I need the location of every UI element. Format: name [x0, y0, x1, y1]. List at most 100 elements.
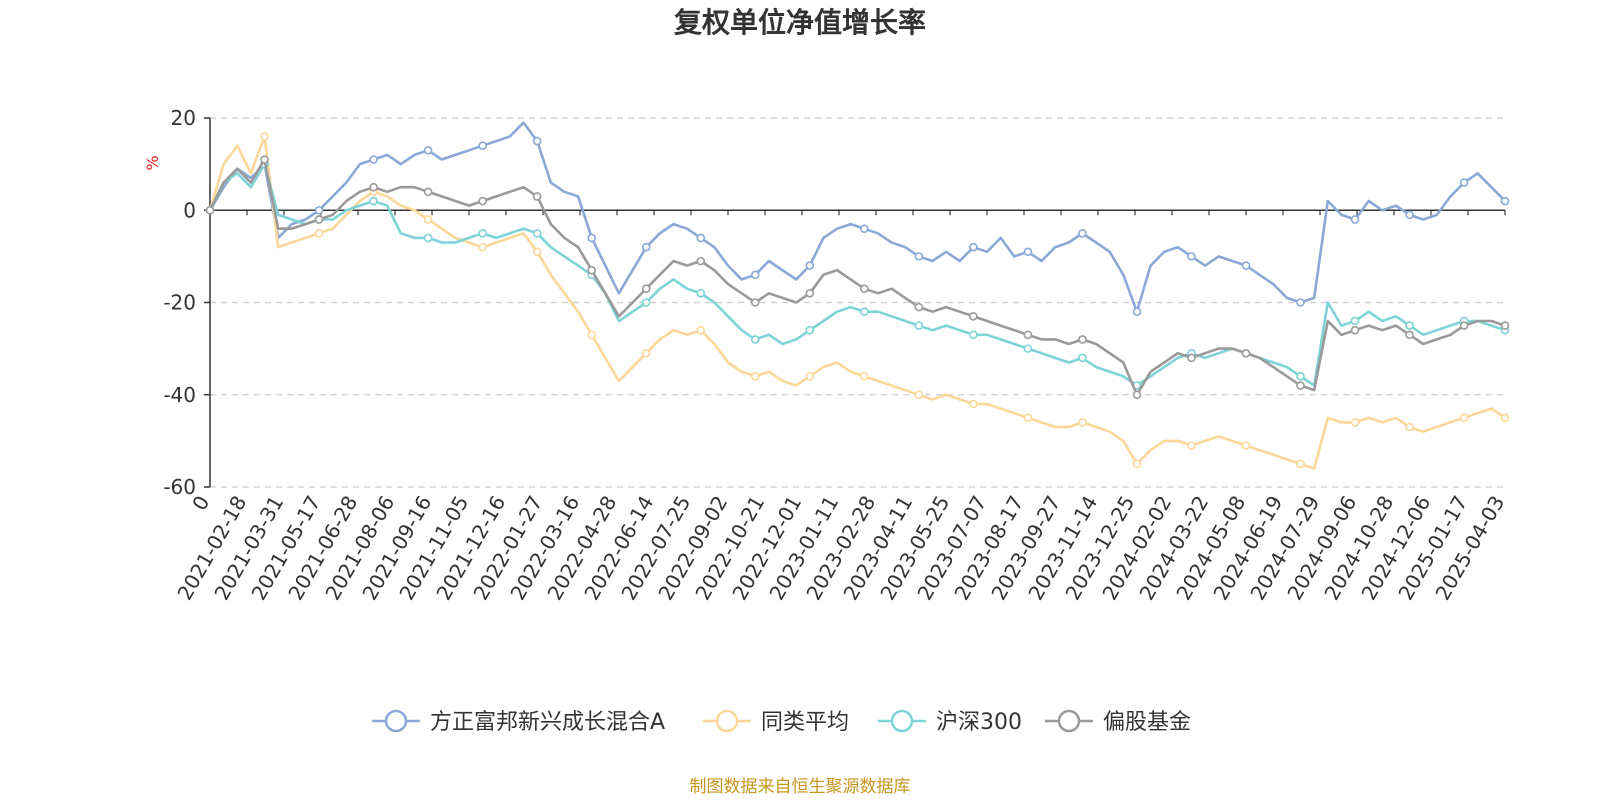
series-3-point-95 [1500, 321, 1510, 330]
series-3-point-36 [696, 256, 706, 266]
series-3-point-48 [860, 284, 869, 293]
series-2-point-80 [1296, 371, 1305, 381]
series-0-point-24 [532, 136, 542, 146]
y-tick-label-3: -40 [163, 383, 196, 407]
series-2-point-52 [914, 321, 924, 330]
series-3-point-52 [914, 302, 924, 312]
y-tick-label-0: 20 [171, 106, 196, 130]
x-tick-label-0: 0 [187, 492, 214, 515]
series-1-point-84 [1350, 418, 1360, 427]
series-0-point-44 [805, 261, 815, 270]
series-0-point-68 [1132, 307, 1142, 317]
series-2-point-36 [696, 288, 706, 298]
series-line-3 [208, 158, 1506, 397]
y-tick-labels: 20 0 -20 -40 -60 [163, 106, 196, 499]
series-0-point-12 [369, 155, 378, 164]
series-0-point-48 [860, 224, 869, 233]
series-0-point-28 [587, 233, 596, 243]
series-1-point-56 [969, 399, 978, 409]
series-2-point-56 [969, 330, 978, 340]
series-2-point-88 [1405, 321, 1414, 330]
series-0-point-72 [1187, 252, 1196, 261]
series-2-point-16 [423, 233, 433, 243]
series-2-point-60 [1023, 344, 1033, 353]
chart-title: 复权单位净值增长率 [674, 6, 926, 39]
series-3-point-40 [750, 298, 760, 307]
series-3-point-44 [805, 288, 815, 298]
legend-label-2: 沪深300 [936, 710, 1022, 735]
series-3-point-80 [1296, 381, 1305, 390]
series-3-point-16 [423, 187, 433, 197]
series-2-point-84 [1350, 316, 1360, 326]
series-1-point-88 [1405, 422, 1414, 432]
series-1-point-36 [696, 325, 706, 335]
series-1-point-52 [914, 390, 924, 400]
series-line-2 [208, 162, 1506, 387]
series-3-point-76 [1241, 348, 1251, 358]
series-2-point-12 [369, 196, 378, 206]
legend-marker-0 [384, 709, 408, 733]
series-3-point-88 [1405, 330, 1414, 340]
series-1-point-4 [260, 132, 269, 141]
series-0-point-52 [914, 252, 924, 261]
series-0-point-88 [1405, 210, 1414, 220]
x-tick-labels: 02021-02-182021-03-312021-05-172021-06-2… [172, 492, 1509, 605]
y-axis-unit: % [143, 155, 162, 170]
legend-label-0: 方正富邦新兴成长混合A [430, 710, 665, 735]
y-tick-label-4: -60 [163, 475, 196, 499]
legend-item-0[interactable]: 方正富邦新兴成长混合A [372, 709, 665, 735]
series-1-point-64 [1078, 418, 1087, 427]
series-0-point-40 [750, 270, 760, 280]
legend-marker-3 [1057, 709, 1081, 733]
series-1-point-8 [314, 229, 324, 238]
series-2-point-20 [478, 229, 487, 238]
legend-item-3[interactable]: 偏股基金 [1045, 709, 1191, 735]
series-1-point-92 [1459, 413, 1469, 423]
legend-item-2[interactable]: 沪深300 [878, 709, 1022, 735]
series-2-point-32 [641, 298, 651, 307]
series-3-point-0 [205, 205, 215, 215]
series-0-point-60 [1023, 247, 1033, 257]
series-3-point-56 [969, 312, 978, 321]
series-0-point-8 [314, 205, 324, 215]
series-3-point-12 [369, 182, 378, 192]
series-1-point-20 [478, 242, 487, 252]
series-1-point-32 [641, 348, 651, 358]
series-0-point-95 [1500, 196, 1510, 206]
series-3-point-92 [1459, 321, 1469, 330]
legend-label-3: 偏股基金 [1103, 710, 1191, 735]
legend-marker-1 [715, 709, 739, 733]
series-3-point-24 [532, 192, 542, 201]
series-3-point-28 [587, 265, 596, 275]
series-2-point-48 [860, 307, 869, 317]
legend[interactable]: 方正富邦新兴成长混合A 同类平均 沪深300 偏股基金 [372, 709, 1191, 735]
series-1-point-95 [1500, 413, 1510, 423]
series-3-point-60 [1023, 330, 1033, 340]
series-3-point-72 [1187, 353, 1196, 363]
series-3-point-8 [314, 215, 324, 224]
series-0-point-36 [696, 233, 706, 243]
series-0-point-16 [423, 145, 433, 155]
legend-item-1[interactable]: 同类平均 [703, 709, 849, 735]
series-3-point-84 [1350, 325, 1360, 335]
y-tick-label-2: -20 [163, 291, 196, 315]
series-1-point-76 [1241, 441, 1251, 450]
series-3-point-32 [641, 284, 651, 293]
series-lines [205, 121, 1510, 470]
series-3-point-68 [1132, 390, 1142, 400]
series-0-point-92 [1459, 178, 1469, 187]
series-0-point-84 [1350, 215, 1360, 224]
series-1-point-48 [860, 371, 869, 381]
series-2-point-24 [532, 229, 542, 238]
series-3-point-4 [260, 155, 269, 164]
series-0-point-76 [1241, 261, 1251, 270]
series-1-point-72 [1187, 441, 1196, 450]
series-3-point-64 [1078, 335, 1087, 344]
y-tick-label-1: 0 [183, 198, 196, 222]
grid-lines [210, 117, 1505, 488]
legend-label-1: 同类平均 [761, 710, 849, 735]
series-3-point-20 [478, 196, 487, 206]
series-0-point-80 [1296, 298, 1305, 307]
series-0-point-32 [641, 242, 651, 252]
